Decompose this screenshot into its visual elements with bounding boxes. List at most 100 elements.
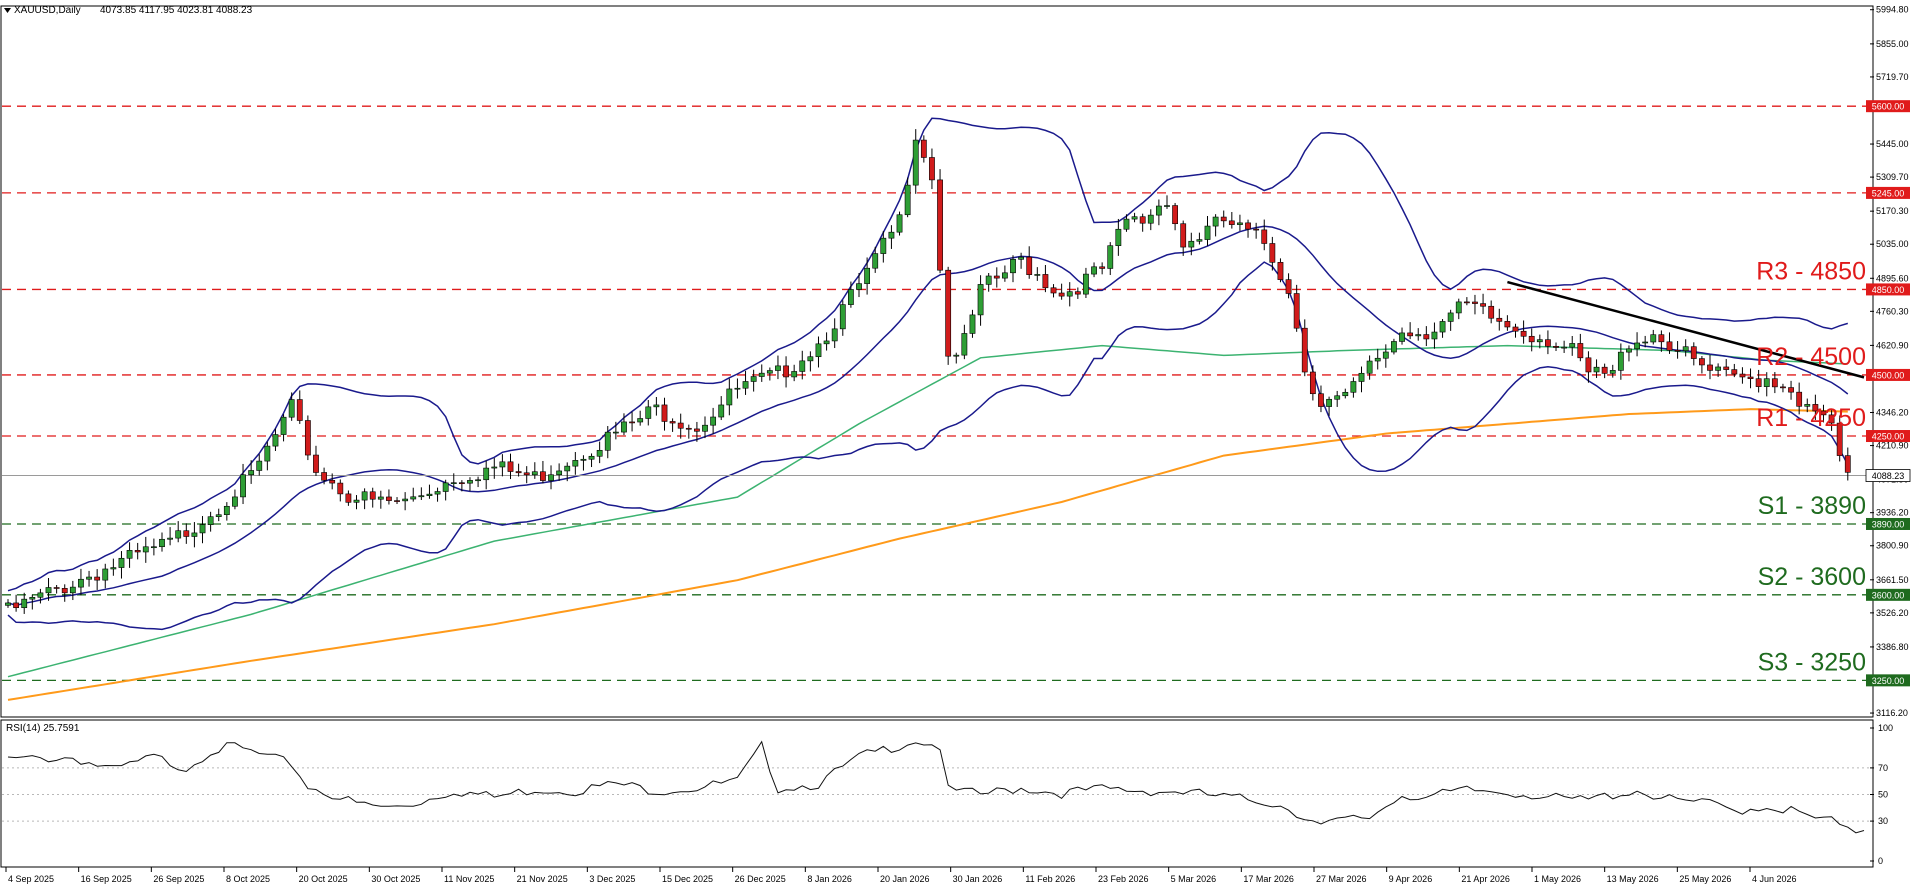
candle-body-107 [872, 253, 879, 269]
candle-body-32 [264, 445, 271, 462]
candle-body-176 [1431, 331, 1438, 340]
candle-body-120 [977, 284, 984, 316]
candle-body-83 [677, 422, 684, 429]
candle-body-134 [1091, 266, 1097, 275]
candle-body-222 [1804, 404, 1811, 407]
candle-body-175 [1423, 334, 1430, 340]
candle-body-135 [1099, 266, 1106, 269]
candle-body-102 [831, 328, 838, 342]
level-tag-text-5245.00: 5245.00 [1872, 188, 1905, 198]
price-tick-label-4760.30: 4760.30 [1876, 306, 1909, 316]
candle-body-69 [564, 465, 571, 472]
candle-body-121 [985, 275, 992, 285]
candle-body-161 [1309, 371, 1316, 395]
candle-body-124 [1010, 259, 1016, 274]
candle-body-29 [240, 474, 246, 498]
level-tag-text-5600.00: 5600.00 [1872, 102, 1905, 112]
candle-body-215 [1747, 376, 1754, 379]
candle-body-87 [710, 416, 717, 426]
candle-body-31 [256, 460, 263, 471]
rsi-line [7, 740, 1865, 834]
bollinger-upper [7, 117, 1849, 592]
candle-body-4 [37, 592, 44, 598]
candle-body-192 [1561, 346, 1568, 349]
candle-body-105 [856, 283, 862, 290]
candle-body-48 [394, 500, 400, 502]
candle-body-156 [1269, 243, 1276, 263]
candle-body-66 [540, 471, 546, 481]
candle-body-14 [118, 557, 125, 568]
candle-body-138 [1123, 218, 1130, 230]
candle-body-136 [1107, 245, 1114, 269]
candle-body-52 [426, 493, 433, 496]
candle-body-113 [920, 139, 927, 158]
candle-body-195 [1585, 357, 1592, 373]
time-tick-label-10: 26 Dec 2025 [735, 874, 786, 884]
collapse-icon[interactable] [4, 8, 11, 13]
candle-body-202 [1642, 341, 1649, 344]
candles-layer [5, 129, 1851, 614]
level-tags-layer: 5600.00 5245.00 4850.00 4500.00 4250.00 3890.… [1866, 100, 1910, 687]
rsi-line-layer [7, 740, 1865, 834]
candle-body-46 [377, 496, 384, 500]
bollinger-middle [7, 225, 1849, 607]
candle-body-33 [272, 434, 279, 447]
candle-body-150 [1220, 216, 1227, 222]
candle-body-45 [369, 491, 376, 500]
price-tick-label-3936.20: 3936.20 [1876, 508, 1909, 518]
candle-body-90 [734, 387, 741, 390]
candle-body-221 [1796, 391, 1803, 407]
level-tag-text-3600.00: 3600.00 [1872, 590, 1905, 600]
candle-body-91 [742, 381, 749, 389]
candle-body-122 [993, 275, 1000, 279]
candle-body-173 [1407, 332, 1414, 337]
candle-body-206 [1674, 350, 1681, 352]
moving-average-mid [7, 344, 1848, 678]
candle-body-49 [402, 498, 409, 502]
candle-body-108 [880, 237, 887, 254]
candle-body-200 [1626, 348, 1632, 353]
candle-body-36 [296, 399, 303, 421]
candle-body-19 [159, 538, 165, 548]
level-tag-3250.00 [1866, 674, 1910, 687]
time-tick-label-18: 27 Mar 2026 [1316, 874, 1367, 884]
candle-body-20 [167, 537, 173, 540]
price-tick-label-4346.20: 4346.20 [1876, 408, 1909, 418]
level-tag-text-4500.00: 4500.00 [1872, 370, 1905, 380]
level-tag-3600.00 [1866, 588, 1910, 601]
candle-body-73 [596, 449, 603, 457]
candle-body-142 [1155, 205, 1162, 216]
candle-body-213 [1731, 369, 1738, 375]
candle-body-6 [53, 587, 60, 589]
time-tick-label-17: 17 Mar 2026 [1243, 874, 1294, 884]
candle-body-116 [945, 269, 952, 357]
candle-body-162 [1318, 393, 1324, 407]
candle-body-187 [1520, 330, 1527, 337]
candle-body-25 [207, 516, 214, 525]
price-tick-label-5719.70: 5719.70 [1876, 72, 1909, 82]
time-tick-label-16: 5 Mar 2026 [1171, 874, 1217, 884]
candle-body-80 [653, 404, 660, 408]
level-names-layer: R3 - 4850 R2 - 4500 R1 - 4250 S1 - 3890 S2 -… [1756, 257, 1866, 676]
time-tick-label-23: 25 May 2026 [1679, 874, 1731, 884]
price-tick-label-3116.20: 3116.20 [1876, 708, 1908, 718]
candle-body-184 [1496, 317, 1503, 322]
candle-body-119 [969, 314, 976, 334]
candle-body-198 [1609, 370, 1616, 374]
time-tick-label-3: 8 Oct 2025 [226, 874, 270, 884]
time-axis: 4 Sep 2025 16 Sep 2025 26 Sep 2025 8 Oct 20… [5, 867, 1797, 884]
level-tag-5245.00 [1866, 186, 1910, 199]
candle-body-37 [304, 420, 311, 456]
candle-body-106 [864, 267, 871, 284]
candle-body-165 [1342, 391, 1349, 397]
candle-body-153 [1245, 222, 1251, 230]
candle-body-70 [572, 460, 579, 467]
rsi-tick-label-50: 50 [1878, 790, 1888, 800]
candle-body-126 [1026, 256, 1033, 275]
candle-body-114 [929, 157, 935, 181]
time-tick-label-11: 8 Jan 2026 [807, 874, 852, 884]
candle-body-146 [1188, 240, 1195, 248]
candle-body-13 [110, 567, 117, 570]
candle-body-57 [467, 480, 473, 484]
